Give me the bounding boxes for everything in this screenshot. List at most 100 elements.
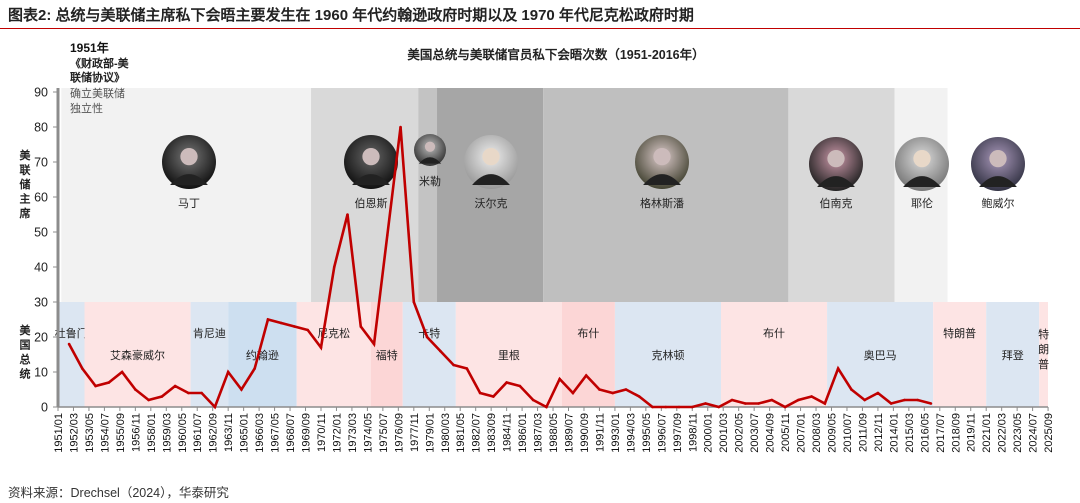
data-point — [571, 391, 575, 395]
x-tick-label: 1995/05 — [641, 413, 653, 453]
x-tick-label: 1993/01 — [610, 413, 622, 453]
data-point — [425, 335, 429, 339]
data-point — [797, 398, 800, 402]
fed-chair-label: 伯恩斯 — [355, 196, 388, 210]
fed-chair-portrait: 沃尔克 — [464, 135, 518, 210]
data-point — [876, 391, 880, 395]
x-tick-label: 1970/11 — [316, 413, 328, 452]
data-point — [173, 384, 177, 388]
x-tick-label: 1979/01 — [424, 413, 436, 453]
president-label: 艾森豪威尔 — [110, 348, 165, 362]
x-tick-label: 1990/09 — [579, 413, 591, 453]
x-tick-label: 1989/07 — [564, 413, 576, 453]
data-point — [279, 321, 283, 325]
x-tick-label: 1980/03 — [440, 413, 452, 453]
x-tick-label: 1973/03 — [347, 413, 359, 453]
data-point — [637, 395, 641, 398]
president-band — [84, 302, 191, 407]
data-point — [651, 405, 654, 409]
data-point — [160, 395, 164, 398]
x-tick-label: 2009/05 — [827, 413, 839, 453]
person-body-icon — [170, 174, 208, 185]
data-point — [863, 398, 866, 402]
fed-chair-band — [311, 88, 419, 302]
x-tick-label: 1972/01 — [331, 413, 343, 453]
person-body-icon — [903, 176, 941, 187]
data-point — [412, 300, 416, 304]
data-point — [120, 370, 124, 374]
x-tick-label: 1975/07 — [378, 413, 390, 453]
president-label: 克林顿 — [651, 348, 684, 362]
president-label: 特朗普 — [943, 326, 976, 340]
annotation-line: 1951年 — [70, 40, 109, 55]
person-body-icon — [472, 174, 510, 185]
data-point — [452, 363, 455, 367]
president-band — [933, 302, 987, 407]
president-label: 约翰逊 — [246, 348, 279, 362]
data-point — [916, 398, 919, 402]
president-label: 里根 — [498, 348, 520, 362]
president-band — [58, 302, 85, 407]
x-tick-label: 2022/03 — [997, 413, 1009, 453]
data-point — [187, 391, 190, 395]
x-tick-label: 2024/07 — [1028, 413, 1040, 453]
x-tick-label: 1988/05 — [548, 413, 560, 453]
x-tick-label: 2000/01 — [703, 413, 715, 453]
president-band — [614, 302, 721, 407]
x-tick-label: 1983/09 — [486, 413, 498, 453]
data-point — [465, 367, 469, 370]
data-point — [67, 342, 71, 346]
x-tick-label: 1952/03 — [68, 413, 80, 453]
person-body-icon — [979, 176, 1017, 187]
fed-chair-portrait: 马丁 — [162, 135, 216, 210]
person-head-icon — [482, 147, 500, 166]
y-tick-label: 40 — [34, 261, 48, 275]
fed-chair-band — [437, 88, 544, 302]
x-tick-label: 2004/09 — [765, 413, 777, 453]
data-point — [240, 388, 243, 391]
president-label: 特朗普 — [1038, 327, 1049, 371]
fed-chair-band — [947, 88, 1048, 302]
annotation-line: 确立美联储 — [70, 86, 125, 100]
data-point — [213, 405, 217, 409]
fed-chair-portrait: 米勒 — [414, 134, 446, 188]
person-body-icon — [418, 157, 442, 164]
data-point — [81, 367, 84, 370]
data-point — [385, 234, 389, 237]
data-point — [611, 391, 615, 395]
data-point — [730, 398, 734, 402]
x-tick-label: 1962/09 — [208, 413, 220, 453]
fed-chair-band — [418, 88, 438, 302]
x-tick-label: 1951/01 — [53, 413, 65, 453]
y-tick-label: 30 — [34, 296, 48, 310]
x-tick-label: 2018/09 — [950, 413, 962, 453]
data-point — [717, 405, 721, 409]
y-tick-label: 60 — [34, 191, 48, 205]
x-tick-label: 1969/09 — [301, 413, 313, 453]
president-band — [721, 302, 828, 407]
data-point — [545, 405, 548, 409]
x-tick-label: 1982/07 — [471, 413, 483, 453]
data-point — [518, 384, 522, 388]
figure-title: 图表2: 总统与美联储主席私下会晤主要发生在 1960 年代约翰逊政府时期以及 … — [8, 7, 694, 24]
data-point — [253, 367, 256, 370]
x-tick-label: 2023/05 — [1012, 413, 1024, 453]
data-point — [492, 395, 495, 398]
data-point — [372, 342, 376, 346]
x-tick-label: 1974/05 — [362, 413, 374, 453]
x-tick-label: 2012/11 — [873, 413, 885, 452]
x-tick-label: 1996/07 — [656, 413, 668, 453]
fed-chair-band — [788, 88, 895, 302]
x-tick-label: 1958/01 — [146, 413, 158, 453]
y-tick-label: 10 — [34, 366, 48, 380]
annotation-line: 联储协议》 — [70, 70, 125, 84]
x-tick-label: 1984/11 — [502, 413, 514, 452]
data-point — [810, 395, 813, 398]
data-point — [704, 402, 707, 405]
president-label: 布什 — [577, 327, 599, 340]
data-point — [266, 318, 270, 321]
fed-chair-label: 米勒 — [419, 175, 441, 188]
data-point — [690, 405, 694, 409]
x-tick-label: 1953/05 — [84, 413, 96, 453]
